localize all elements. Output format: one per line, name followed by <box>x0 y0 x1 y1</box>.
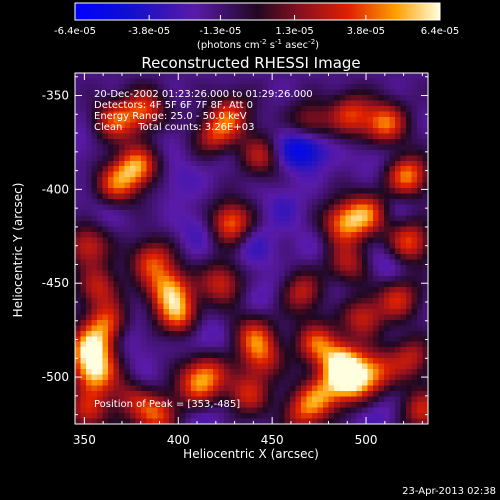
y-tick-label: -500 <box>42 370 69 384</box>
footer-timestamp: 23-Apr-2013 02:38 <box>402 486 496 497</box>
x-tick-label: 400 <box>167 433 190 447</box>
annotation-time: 20-Dec-2002 01:23:26.000 to 01:29:26.000 <box>94 89 313 100</box>
chart-title: Reconstructed RHESSI Image <box>141 54 360 72</box>
plot-area <box>75 73 428 424</box>
colorbar-units: (photons cm-2 s-1 asec-2) <box>197 38 319 51</box>
annotation-counts: Clean Total counts: 3.26E+03 <box>94 122 254 133</box>
peak-position-label: Position of Peak = [353,-485] <box>94 399 240 410</box>
x-tick-label: 500 <box>355 433 378 447</box>
annotation-detectors: Detectors: 4F 5F 6F 7F 8F, Att 0 <box>94 100 253 111</box>
x-tick-label: 450 <box>261 433 284 447</box>
y-axis-label: Heliocentric Y (arcsec) <box>11 183 25 318</box>
colorbar-tick-label: -1.3e-05 <box>199 26 241 37</box>
colorbar-tick-label: -3.8e-05 <box>128 26 170 37</box>
colorbar-tick-label: 6.4e-05 <box>421 26 459 37</box>
annotation-block: 20-Dec-2002 01:23:26.000 to 01:29:26.000… <box>94 89 313 133</box>
plot-frame <box>74 72 429 425</box>
colorbar-tick-label: 3.8e-05 <box>347 26 385 37</box>
annotation-energy: Energy Range: 25.0 - 50.0 keV <box>94 111 247 122</box>
x-tick-label: 350 <box>73 433 96 447</box>
y-tick-label: -450 <box>42 276 69 290</box>
colorbar-gradient <box>75 3 440 20</box>
heatmap-image <box>75 73 428 424</box>
colorbar-tick-label: 1.3e-05 <box>275 26 313 37</box>
colorbar-frame <box>74 2 441 21</box>
x-axis-label: Heliocentric X (arcsec) <box>183 447 319 461</box>
colorbar-tick-label: -6.4e-05 <box>54 26 96 37</box>
y-tick-label: -400 <box>42 182 69 196</box>
y-tick-label: -350 <box>42 89 69 103</box>
colorbar: -6.4e-05 -3.8e-05 -1.3e-05 1.3e-05 3.8e-05 6.… <box>54 2 459 51</box>
